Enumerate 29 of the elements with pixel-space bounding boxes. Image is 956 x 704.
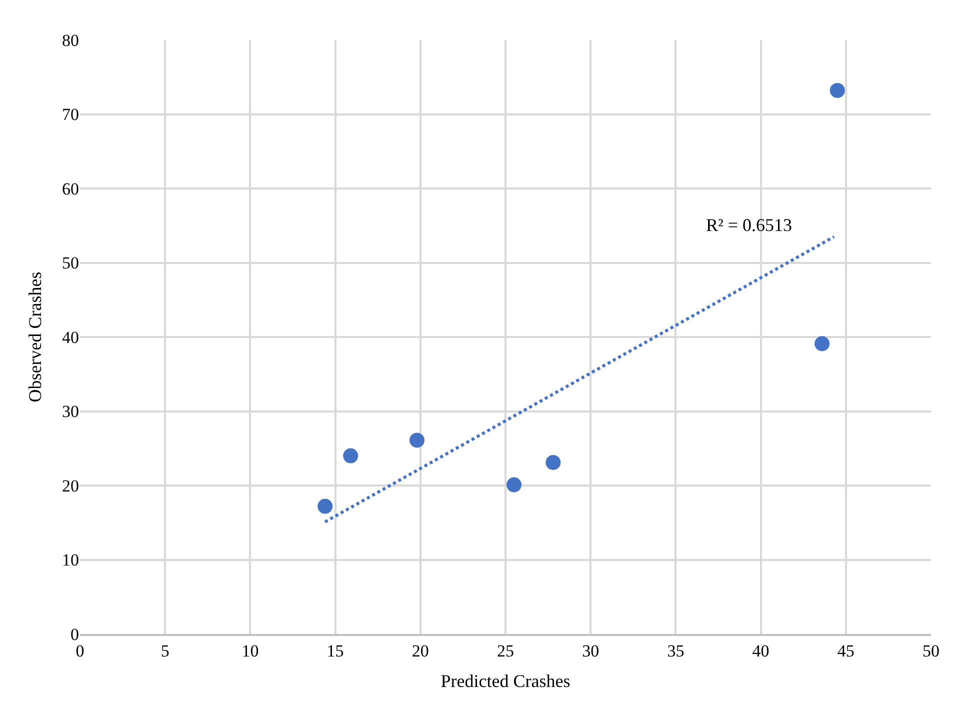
point (830, 82, 845, 98)
y-tick-label: 60 (62, 179, 79, 198)
x-tick-label: 25 (497, 641, 514, 660)
y-tick-label: 80 (62, 30, 79, 50)
y-tick-label: 10 (62, 550, 79, 570)
x-tick-label: 15 (326, 641, 344, 660)
y-tick-label: 30 (62, 402, 79, 422)
point (343, 448, 358, 464)
x-tick-label: 10 (242, 641, 259, 660)
x-tick-label: 45 (837, 641, 854, 660)
point (546, 454, 561, 470)
point (814, 336, 830, 352)
y-axis-title: Observed Crashes (25, 272, 46, 402)
y-tick-label: 40 (62, 328, 79, 347)
x-axis-title: Predicted Crashes (440, 671, 570, 691)
y-tick-label: 0 (70, 624, 79, 644)
x-tick-label: 50 (922, 641, 940, 660)
y-tick-label: 50 (62, 254, 79, 273)
y-tick-label: 70 (62, 105, 79, 124)
x-tick-label: 20 (412, 641, 429, 660)
x-tick-label: 40 (752, 641, 770, 660)
y-tick-label: 20 (62, 476, 79, 496)
point (506, 477, 522, 492)
x-tick-label: 35 (667, 641, 684, 660)
x-tick-label: 30 (582, 641, 600, 660)
annotation: R² = 0.6513 (706, 215, 792, 235)
x-tick-label: 5 (160, 641, 170, 660)
point (318, 498, 333, 514)
point (410, 432, 424, 448)
